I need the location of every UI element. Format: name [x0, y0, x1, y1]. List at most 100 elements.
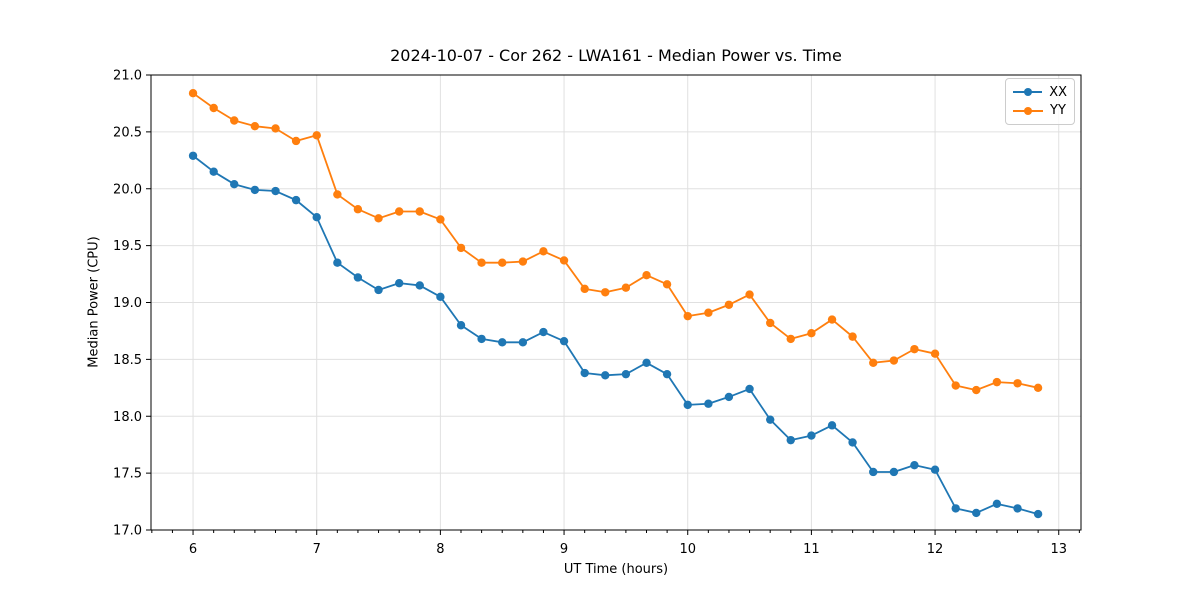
data-point	[456, 321, 466, 330]
data-point	[930, 465, 940, 474]
series-XX	[188, 151, 1043, 519]
data-point	[456, 243, 466, 253]
data-point	[415, 281, 424, 290]
data-point	[601, 371, 610, 380]
data-point	[745, 384, 754, 394]
data-point	[621, 283, 631, 292]
data-point	[745, 290, 754, 299]
y-tick-label: 19.0	[113, 296, 142, 311]
x-tick-label: 6	[189, 542, 197, 557]
data-point	[374, 214, 383, 223]
x-axis-label: UT Time (hours)	[563, 562, 669, 577]
data-point	[704, 399, 713, 408]
y-tick-label: 21.0	[113, 69, 142, 84]
data-point	[621, 369, 631, 379]
data-point	[559, 336, 569, 346]
data-point	[827, 421, 837, 430]
data-point	[848, 438, 857, 447]
y-tick-label: 17.0	[113, 524, 142, 539]
data-point	[209, 167, 218, 176]
data-point	[869, 467, 878, 477]
data-point	[1033, 509, 1043, 519]
data-point	[786, 435, 795, 445]
data-point	[415, 207, 424, 216]
legend: XX YY	[1005, 78, 1075, 125]
data-point	[395, 278, 404, 288]
data-point	[312, 212, 321, 222]
y-tick-label: 20.5	[113, 125, 142, 140]
data-point	[642, 358, 651, 367]
legend-entry-yy: YY	[1013, 103, 1067, 118]
data-point	[848, 332, 857, 341]
legend-label: XX	[1049, 84, 1067, 100]
data-point	[1013, 379, 1022, 388]
data-point	[188, 151, 198, 160]
data-point	[889, 467, 899, 477]
legend-line-swatch	[1013, 106, 1043, 115]
legend-entry-xx: XX	[1013, 85, 1067, 100]
data-point	[1033, 383, 1043, 393]
data-point	[353, 205, 363, 214]
data-point	[580, 368, 589, 378]
legend-marker-dot-icon	[1024, 106, 1032, 115]
data-point	[291, 136, 301, 146]
data-point	[827, 315, 837, 324]
data-point	[683, 400, 692, 410]
x-tick-label: 9	[560, 542, 568, 557]
data-point	[539, 327, 548, 337]
x-tick-label: 11	[803, 542, 820, 557]
grid	[151, 74, 1081, 531]
data-point	[807, 431, 816, 440]
data-point	[766, 318, 775, 328]
y-tick-label: 17.5	[113, 467, 142, 482]
data-point	[333, 190, 342, 199]
data-point	[559, 256, 569, 265]
legend-label: YY	[1050, 103, 1066, 119]
data-point	[477, 334, 486, 344]
data-point	[724, 300, 734, 309]
legend-marker-dot-icon	[1023, 88, 1032, 97]
data-point	[539, 247, 548, 256]
x-tick-label: 7	[313, 542, 321, 557]
data-point	[1013, 504, 1022, 513]
y-tick-label: 20.0	[113, 182, 142, 197]
data-point	[766, 415, 775, 424]
data-point	[312, 131, 321, 140]
data-point	[662, 369, 672, 379]
data-point	[910, 344, 919, 354]
data-point	[642, 271, 651, 280]
y-axis-label: Median Power (CPU)	[86, 236, 102, 368]
data-point	[951, 504, 960, 513]
data-point	[992, 377, 1002, 387]
axes-spines	[150, 74, 1082, 531]
data-point	[353, 273, 363, 282]
data-point	[910, 460, 919, 470]
data-point	[271, 186, 280, 196]
x-tick-label: 8	[436, 542, 444, 557]
y-tick-label: 18.0	[113, 410, 142, 425]
data-point	[972, 508, 981, 518]
x-tick-label: 12	[927, 542, 944, 557]
series-line	[192, 155, 1039, 515]
data-point	[230, 180, 239, 189]
data-point	[291, 195, 301, 205]
data-point	[889, 356, 899, 365]
data-point	[786, 334, 795, 344]
data-point	[807, 329, 816, 338]
data-point	[374, 285, 383, 295]
data-point	[436, 215, 445, 224]
data-point	[333, 258, 342, 267]
data-point	[580, 284, 589, 294]
data-point	[477, 258, 486, 267]
chart-title: 2024-10-07 - Cor 262 - LWA161 - Median P…	[390, 46, 842, 65]
x-tick-label: 13	[1050, 542, 1067, 557]
data-point	[250, 121, 260, 131]
data-point	[518, 338, 528, 347]
data-point	[601, 288, 610, 297]
data-point	[704, 308, 713, 317]
series-YY	[188, 89, 1043, 395]
axes	[146, 74, 1080, 535]
data-point	[869, 358, 878, 367]
